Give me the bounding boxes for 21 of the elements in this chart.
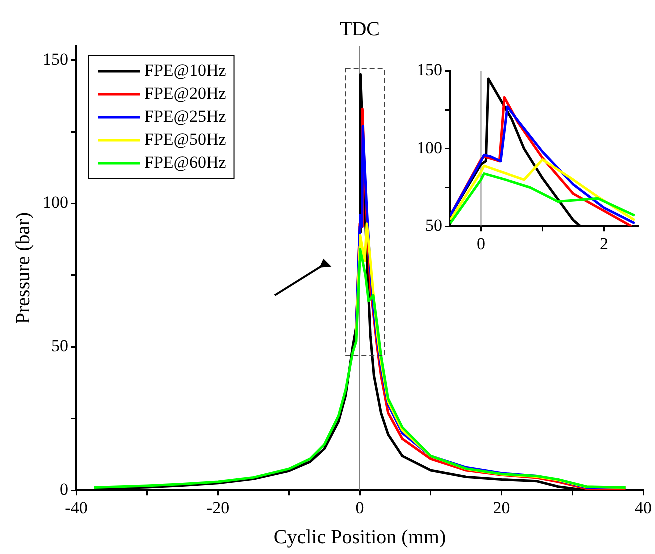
legend-label: FPE@50Hz (144, 130, 227, 149)
y-tick-label: 50 (52, 336, 68, 356)
x-tick-label: 0 (356, 498, 364, 518)
y-tick-label: 150 (417, 60, 442, 80)
y-tick-label: 100 (417, 138, 442, 158)
legend-label: FPE@60Hz (144, 152, 227, 172)
x-tick-label: 20 (493, 498, 510, 518)
y-tick-label: 100 (43, 193, 68, 212)
legend-label: FPE@10Hz (144, 60, 227, 80)
ref-line-label: TDC (340, 18, 380, 40)
x-tick-label: -40 (65, 498, 88, 518)
x-axis-title: Cyclic Position (mm) (274, 526, 446, 548)
legend-label: FPE@25Hz (144, 106, 227, 126)
x-tick-label: 40 (635, 498, 652, 518)
legend-label: FPE@20Hz (144, 84, 227, 103)
x-tick-label: 2 (600, 234, 608, 254)
y-tick-label: 0 (60, 480, 68, 500)
y-axis-title: Pressure (bar) (12, 212, 34, 324)
x-tick-label: -20 (206, 498, 230, 518)
y-tick-label: 150 (43, 50, 68, 69)
y-tick-label: 50 (426, 216, 442, 236)
